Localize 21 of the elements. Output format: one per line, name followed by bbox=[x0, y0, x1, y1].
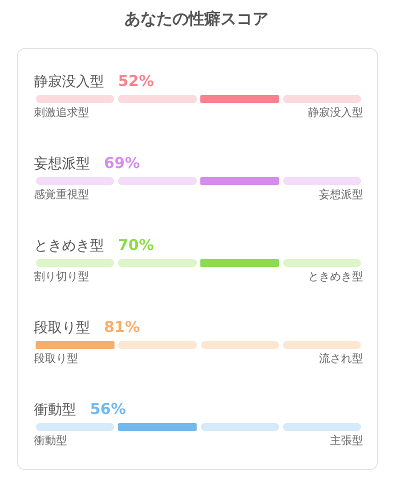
text: あなたの性癖スコア bbox=[124, 8, 270, 30]
data-label: 56% bbox=[90, 399, 126, 419]
data-label: 69% bbox=[104, 153, 140, 173]
category-label: 衝動型 bbox=[34, 434, 67, 447]
category-label: 段取り型 bbox=[34, 352, 78, 365]
category-label: 感覚重視型 bbox=[34, 188, 89, 201]
category-label: 割り切り型 bbox=[34, 270, 89, 283]
category-label: 段取り型 bbox=[34, 319, 90, 338]
category-label: 妄想派型 bbox=[34, 155, 90, 174]
category-label: 妄想派型 bbox=[319, 188, 363, 201]
data-label: 70% bbox=[118, 235, 154, 255]
category-label: 衝動型 bbox=[34, 401, 76, 420]
data-label: 52% bbox=[118, 71, 154, 91]
category-label: 静寂没入型 bbox=[308, 106, 363, 119]
category-label: 流され型 bbox=[319, 352, 363, 365]
data-label: 81% bbox=[104, 317, 140, 337]
category-label: 主張型 bbox=[330, 434, 363, 447]
category-label: ときめき型 bbox=[34, 237, 104, 256]
category-label: 刺激追求型 bbox=[34, 106, 89, 119]
category-label: 静寂没入型 bbox=[34, 73, 104, 92]
category-label: ときめき型 bbox=[308, 270, 363, 283]
